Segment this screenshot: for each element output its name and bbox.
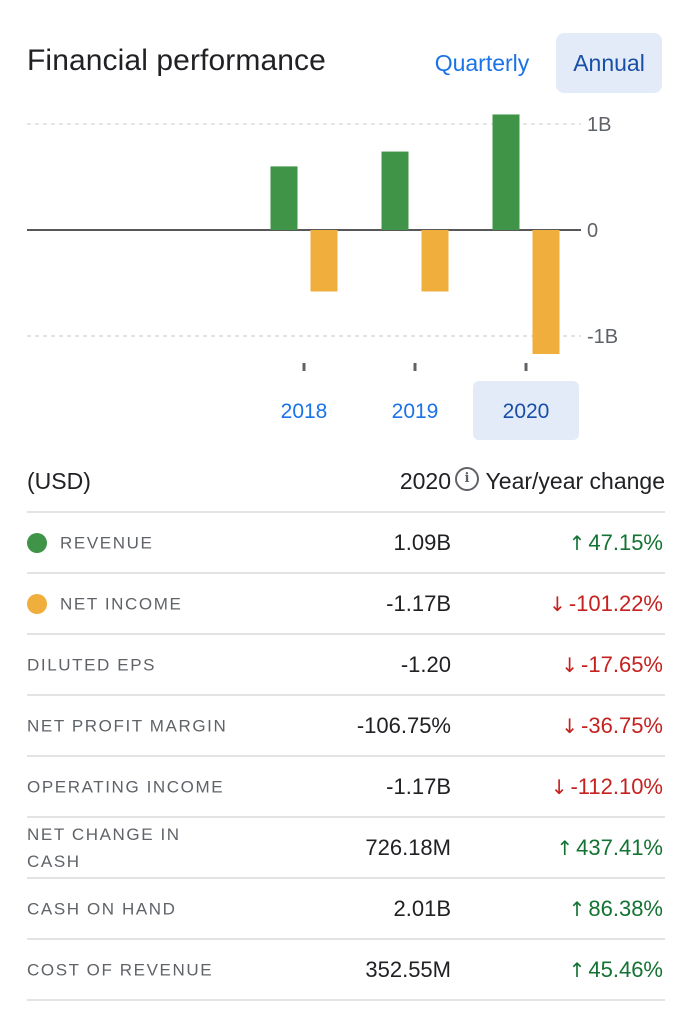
- revenue-bar-2019: [381, 151, 409, 230]
- metric-value: 2.01B: [393, 895, 452, 921]
- info-icon[interactable]: i: [455, 467, 479, 491]
- change-value: 45.46%: [588, 956, 663, 982]
- metric-change: ↓ -112.10%: [551, 774, 663, 800]
- table-header: (USD) 2020 i Year/year change: [27, 450, 665, 513]
- table-row: OPERATING INCOME -1.17B ↓ -112.10%: [27, 757, 665, 818]
- arrow-down-icon: ↓: [561, 652, 579, 677]
- currency-label: (USD): [27, 468, 91, 494]
- change-value: -17.65%: [581, 651, 663, 677]
- arrow-up-icon: ↑: [568, 896, 586, 921]
- table-body: REVENUE 1.09B ↑ 47.15% NET INCOME -1.17B ↓ -101…: [27, 513, 665, 1001]
- metric-value: 1.09B: [393, 529, 452, 555]
- change-value: 86.38%: [588, 895, 663, 921]
- financial-bar-chart: 1B 0 -1B 2018 2019 2020: [27, 114, 618, 440]
- change-value: 47.15%: [588, 529, 663, 555]
- table-row: CASH ON HAND 2.01B ↑ 86.38%: [27, 879, 665, 940]
- change-column-header: Year/year change: [485, 468, 665, 494]
- net-income-bar-2018: [310, 230, 338, 292]
- metric-label: REVENUE: [60, 533, 154, 552]
- x-tick-label-2020[interactable]: 2020: [503, 400, 550, 423]
- y-tick-label: -1B: [587, 326, 618, 348]
- x-tick-mark: [524, 363, 528, 371]
- arrow-down-icon: ↓: [561, 713, 579, 738]
- net-income-bar-2019: [421, 230, 449, 292]
- x-tick-mark: [413, 363, 417, 371]
- table-row: NET PROFIT MARGIN -106.75% ↓ -36.75%: [27, 696, 665, 757]
- arrow-up-icon: ↑: [568, 530, 586, 555]
- year-column-header: 2020: [399, 468, 451, 494]
- metric-label: NET CHANGE IN CASH: [27, 824, 181, 871]
- metric-change: ↓ -101.22%: [549, 591, 663, 617]
- metric-label: DILUTED EPS: [27, 655, 157, 674]
- arrow-down-icon: ↓: [550, 774, 568, 799]
- metric-value: -106.75%: [356, 712, 451, 738]
- metric-value: 352.55M: [365, 956, 451, 982]
- selected-year-highlight: [473, 381, 579, 440]
- annual-toggle[interactable]: Annual: [556, 33, 662, 93]
- change-value: -112.10%: [570, 773, 663, 799]
- arrow-down-icon: ↓: [549, 591, 566, 616]
- y-tick-label: 0: [587, 220, 598, 242]
- metric-value: 726.18M: [365, 834, 451, 860]
- change-value: -36.75%: [581, 712, 663, 738]
- net-income-bar-2020: [532, 230, 560, 355]
- metric-label: COST OF REVENUE: [27, 960, 214, 979]
- table-row: REVENUE 1.09B ↑ 47.15%: [27, 513, 665, 574]
- change-value: 437.41%: [576, 834, 663, 860]
- metric-change: ↓ -17.65%: [561, 652, 663, 678]
- arrow-up-icon: ↑: [568, 957, 586, 982]
- financial-table: (USD) 2020 i Year/year change REVENUE 1.0…: [27, 450, 665, 1001]
- metric-value: -1.17B: [386, 773, 451, 799]
- metric-change: ↓ -36.75%: [561, 713, 663, 739]
- revenue-bar-2018: [270, 166, 298, 230]
- table-row: NET CHANGE IN CASH 726.18M ↑ 437.41%: [27, 818, 665, 879]
- table-row: NET INCOME -1.17B ↓ -101.22%: [27, 574, 665, 635]
- metric-label: OPERATING INCOME: [27, 777, 225, 796]
- x-tick-label-2019[interactable]: 2019: [392, 400, 439, 423]
- metric-change: ↑ 437.41%: [556, 835, 663, 861]
- metric-value: -1.20: [400, 651, 451, 677]
- table-row: DILUTED EPS -1.20 ↓ -17.65%: [27, 635, 665, 696]
- metric-change: ↑ 86.38%: [569, 896, 663, 922]
- revenue-legend-dot: [27, 532, 47, 553]
- x-tick-mark: [302, 363, 306, 371]
- table-row: COST OF REVENUE 352.55M ↑ 45.46%: [27, 940, 665, 1001]
- metric-change: ↑ 47.15%: [569, 530, 663, 556]
- change-value: -101.22%: [568, 590, 663, 616]
- x-tick-label-2018[interactable]: 2018: [281, 400, 328, 423]
- metric-label: CASH ON HAND: [27, 899, 177, 918]
- metric-label: NET PROFIT MARGIN: [27, 716, 228, 735]
- revenue-bar-2020: [492, 114, 520, 230]
- financial-header: Financial performance Quarterly Annual: [0, 0, 692, 110]
- arrow-up-icon: ↑: [556, 835, 574, 860]
- metric-change: ↑ 45.46%: [569, 957, 663, 983]
- metric-value: -1.17B: [386, 590, 451, 616]
- y-tick-label: 1B: [587, 114, 611, 136]
- net-income-legend-dot: [27, 593, 47, 614]
- section-title: Financial performance: [27, 44, 326, 77]
- quarterly-toggle[interactable]: Quarterly: [434, 49, 530, 76]
- metric-label: NET INCOME: [60, 594, 183, 613]
